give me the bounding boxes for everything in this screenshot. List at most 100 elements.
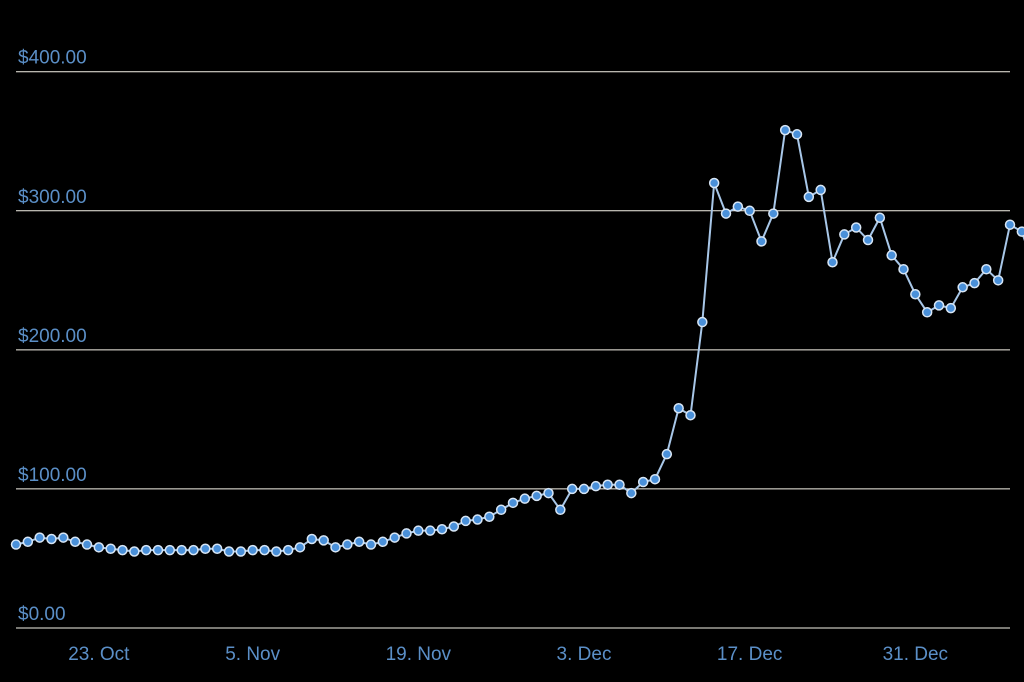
data-point (59, 533, 68, 542)
data-point (35, 533, 44, 542)
data-point (828, 258, 837, 267)
data-point (485, 512, 494, 521)
data-point (83, 540, 92, 549)
data-point (958, 283, 967, 292)
data-point (296, 543, 305, 552)
data-point (12, 540, 21, 549)
data-point (946, 304, 955, 313)
data-point (899, 265, 908, 274)
data-point (213, 544, 222, 553)
x-axis-label: 3. Dec (557, 644, 612, 665)
data-point (272, 547, 281, 556)
data-point (591, 482, 600, 491)
data-point (970, 279, 979, 288)
x-axis-label: 19. Nov (386, 644, 452, 665)
data-point (568, 484, 577, 493)
data-point (781, 126, 790, 135)
data-point (722, 209, 731, 218)
data-point (982, 265, 991, 274)
data-point (130, 547, 139, 556)
data-point (651, 475, 660, 484)
data-point (47, 535, 56, 544)
data-point (142, 546, 151, 555)
data-point (438, 525, 447, 534)
data-point (402, 529, 411, 538)
data-point (887, 251, 896, 260)
data-point (615, 480, 624, 489)
chart-svg: $0.00 $100.00 $200.00 $300.00 $400.00 23. Oct… (0, 0, 1024, 682)
data-point (414, 526, 423, 535)
data-point (520, 494, 529, 503)
price-line (16, 130, 1024, 551)
data-point (603, 480, 612, 489)
data-point (284, 546, 293, 555)
data-point (627, 489, 636, 498)
data-point (864, 236, 873, 245)
data-point (106, 544, 115, 553)
data-point (473, 515, 482, 524)
data-point (390, 533, 399, 542)
y-axis-label: $200.00 (18, 326, 87, 347)
data-point (509, 498, 518, 507)
data-point (840, 230, 849, 239)
data-point (23, 537, 32, 546)
data-point (852, 223, 861, 232)
data-point (378, 537, 387, 546)
data-point (1006, 220, 1015, 229)
data-point (319, 536, 328, 545)
data-point (935, 301, 944, 310)
data-point (994, 276, 1003, 285)
data-point (556, 505, 565, 514)
data-point (532, 491, 541, 500)
data-point (94, 543, 103, 552)
data-point (497, 505, 506, 514)
data-point (461, 516, 470, 525)
data-point (710, 178, 719, 187)
data-point (343, 540, 352, 549)
data-point (875, 213, 884, 222)
data-point (154, 546, 163, 555)
data-point (165, 546, 174, 555)
data-point (118, 546, 127, 555)
data-point (639, 477, 648, 486)
data-point (804, 192, 813, 201)
price-chart: $0.00 $100.00 $200.00 $300.00 $400.00 23. Oct… (0, 0, 1024, 682)
data-point (225, 547, 234, 556)
data-point (189, 546, 198, 555)
data-point (662, 450, 671, 459)
x-axis-label: 17. Dec (717, 644, 782, 665)
data-point (580, 484, 589, 493)
data-point (426, 526, 435, 535)
data-point (1017, 227, 1024, 236)
data-point (177, 546, 186, 555)
data-point (248, 546, 257, 555)
x-axis-label: 31. Dec (883, 644, 948, 665)
data-point (236, 547, 245, 556)
data-point (71, 537, 80, 546)
data-point (769, 209, 778, 218)
data-point (816, 185, 825, 194)
y-axis-label: $400.00 (18, 48, 87, 69)
data-point (544, 489, 553, 498)
data-point (674, 404, 683, 413)
data-point (733, 202, 742, 211)
x-axis-label: 23. Oct (68, 644, 130, 665)
data-point (911, 290, 920, 299)
data-point (355, 537, 364, 546)
data-point (923, 308, 932, 317)
y-axis-label: $300.00 (18, 187, 87, 208)
y-axis-label: $0.00 (18, 604, 66, 625)
y-axis-label: $100.00 (18, 465, 87, 486)
data-point (331, 543, 340, 552)
data-point (449, 522, 458, 531)
data-point (757, 237, 766, 246)
data-point (201, 544, 210, 553)
data-point (260, 546, 269, 555)
data-point (686, 411, 695, 420)
data-point (698, 318, 707, 327)
data-point (307, 535, 316, 544)
data-point (745, 206, 754, 215)
data-point (793, 130, 802, 139)
x-axis-label: 5. Nov (225, 644, 280, 665)
data-point (367, 540, 376, 549)
